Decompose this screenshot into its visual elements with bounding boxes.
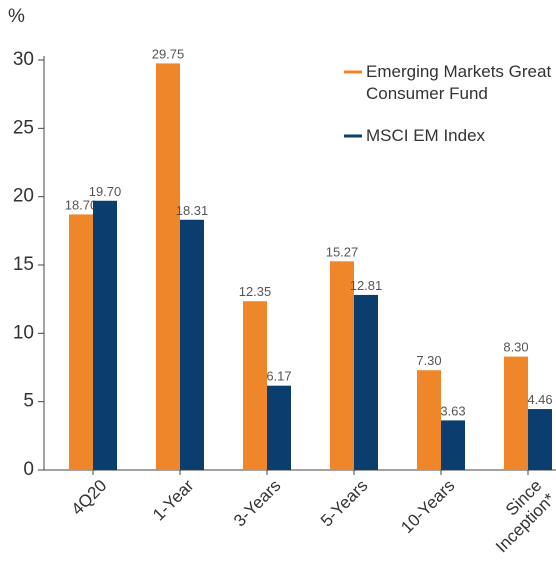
legend-label: Emerging Markets Great Consumer Fund	[366, 62, 552, 103]
bar	[156, 63, 180, 471]
bar	[180, 219, 204, 470]
bar	[528, 409, 552, 470]
y-tick-label: 0	[23, 459, 34, 480]
bar	[354, 294, 378, 470]
legend-swatch	[344, 134, 362, 138]
value-label: 4.46	[527, 392, 552, 407]
bar	[93, 200, 117, 470]
bar	[441, 420, 465, 470]
y-tick-label: 25	[13, 117, 34, 138]
value-label: 6.17	[266, 369, 291, 384]
value-label: 8.30	[503, 340, 528, 355]
value-label: 18.31	[176, 203, 209, 218]
bar	[243, 301, 267, 470]
bar	[417, 370, 441, 470]
y-tick-label: 15	[13, 254, 34, 275]
value-label: 18.70	[65, 197, 98, 212]
y-tick-label: 5	[23, 391, 34, 412]
value-label: 3.63	[440, 403, 465, 418]
bar	[69, 214, 93, 470]
value-label: 12.35	[239, 284, 272, 299]
y-tick-label: 10	[13, 322, 34, 343]
value-label: 12.81	[350, 278, 383, 293]
y-tick-label: 20	[13, 186, 34, 207]
legend-swatch	[344, 70, 362, 74]
y-tick-label: 30	[13, 49, 34, 70]
value-label: 15.27	[326, 244, 359, 259]
y-axis-label: %	[8, 6, 25, 27]
value-label: 29.75	[152, 46, 185, 61]
value-label: 19.70	[89, 184, 122, 199]
value-label: 7.30	[416, 353, 441, 368]
bar	[504, 356, 528, 470]
bar	[267, 385, 291, 470]
legend-label: MSCI EM Index	[366, 126, 486, 145]
bar	[330, 261, 354, 470]
